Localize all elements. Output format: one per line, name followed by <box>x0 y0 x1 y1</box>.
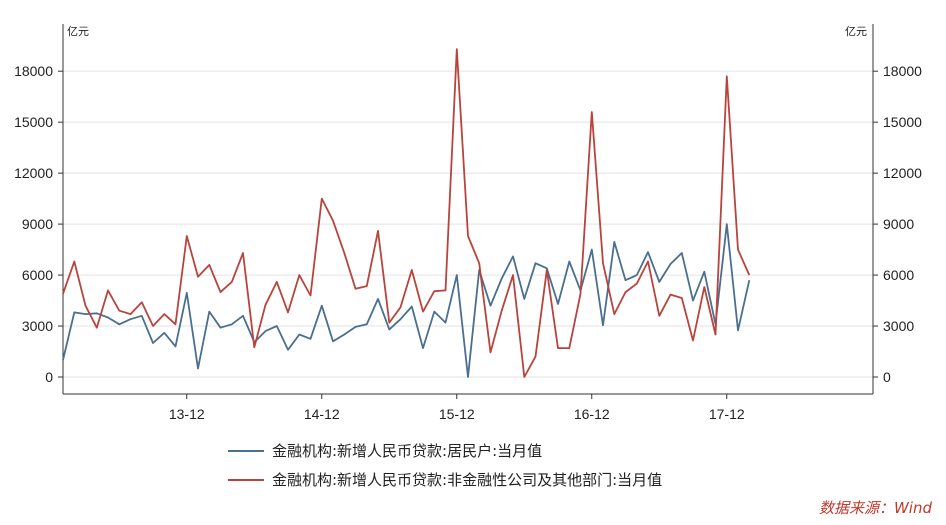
y-tick-label-left: 6000 <box>22 267 53 283</box>
y-tick-label-left: 0 <box>45 369 53 385</box>
y-tick-label-right: 15000 <box>883 114 922 130</box>
y-axis-left-unit: 亿元 <box>67 25 89 38</box>
x-tick-label: 15-12 <box>439 406 475 422</box>
y-tick-label-right: 6000 <box>883 267 914 283</box>
y-axis-left-ticks: 0 3000 6000 9000 12000 15000 18000 <box>14 63 63 385</box>
x-tick-label: 14-12 <box>304 406 340 422</box>
x-tick-label: 16-12 <box>574 406 610 422</box>
y-tick-label-left: 3000 <box>22 318 53 334</box>
y-tick-label-right: 9000 <box>883 216 914 232</box>
y-tick-label-left: 18000 <box>14 63 53 79</box>
legend-label-corporate: 金融机构:新增人民币贷款:非金融性公司及其他部门:当月值 <box>272 471 663 489</box>
y-tick-label-left: 15000 <box>14 114 53 130</box>
y-tick-label-right: 12000 <box>883 165 922 181</box>
y-tick-label-left: 9000 <box>22 216 53 232</box>
y-tick-label-right: 3000 <box>883 318 914 334</box>
y-tick-label-right: 0 <box>883 369 891 385</box>
x-tick-label: 13-12 <box>169 406 205 422</box>
legend-entry-household: 金融机构:新增人民币贷款:居民户:当月值 <box>228 440 542 461</box>
axes <box>62 24 874 395</box>
legend-swatch-household <box>228 449 264 452</box>
legend-entry-corporate: 金融机构:新增人民币贷款:非金融性公司及其他部门:当月值 <box>228 469 662 490</box>
source-note: 数据来源：Wind <box>818 499 932 517</box>
series-lines <box>62 48 751 378</box>
legend-swatch-corporate <box>228 478 264 481</box>
x-axis-ticks: 13-12 14-12 15-12 16-12 17-12 <box>169 394 745 422</box>
y-tick-label-left: 12000 <box>14 165 53 181</box>
series-line-household <box>62 223 751 378</box>
series-line-corporate <box>62 48 751 378</box>
y-axis-right-ticks: 0 3000 6000 9000 12000 15000 18000 <box>873 63 922 385</box>
x-tick-label: 17-12 <box>709 406 745 422</box>
y-axis-right-unit: 亿元 <box>845 25 867 38</box>
legend-label-household: 金融机构:新增人民币贷款:居民户:当月值 <box>272 442 543 460</box>
y-tick-label-right: 18000 <box>883 63 922 79</box>
